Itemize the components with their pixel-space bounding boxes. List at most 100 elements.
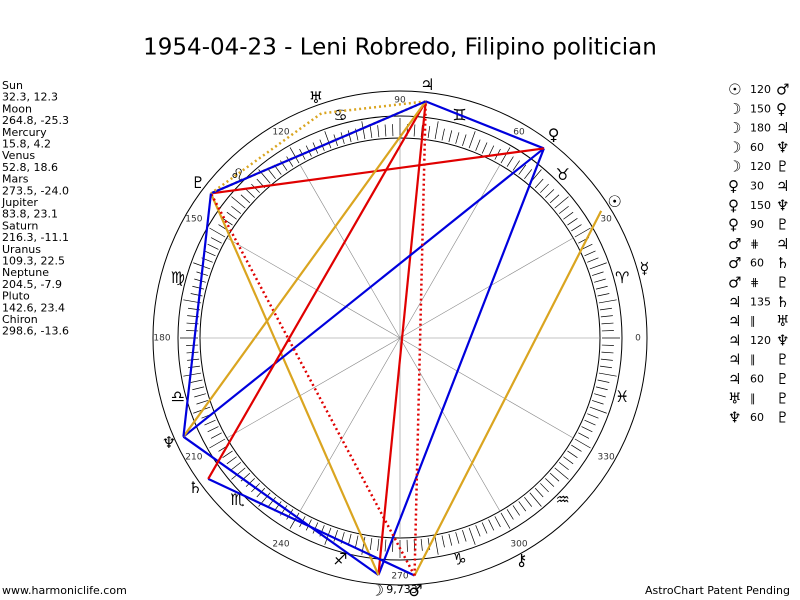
planet-coords: 52.8, 18.6	[2, 161, 58, 174]
ring-tick	[599, 307, 612, 311]
sign-glyph: ♎	[171, 387, 185, 406]
sign-glyph: ♑	[452, 550, 466, 569]
ring-tick	[231, 205, 242, 214]
aspect-line	[413, 210, 603, 577]
ring-tick	[584, 250, 596, 257]
spoke	[226, 237, 401, 339]
sign-glyph: ♐	[333, 550, 347, 569]
ring-tick	[448, 533, 453, 546]
planet-name: Jupiter	[1, 196, 38, 209]
planet-glyph: ☉	[608, 192, 622, 211]
ring-tick	[190, 379, 203, 383]
ring-tick	[267, 496, 276, 507]
ring-tick	[592, 271, 604, 276]
ring-tick	[377, 538, 380, 551]
planet-coords: 264.8, -25.3	[2, 114, 69, 127]
aspect-label: 120	[750, 83, 771, 96]
planet-name: Moon	[2, 102, 32, 115]
ring-tick	[204, 419, 216, 426]
aspect-to: ♄	[776, 254, 789, 272]
planet-coords: 109.3, 22.5	[2, 255, 65, 268]
aspect-label: 120	[750, 334, 771, 347]
aspect-to: ♅	[776, 312, 789, 330]
ring-tick	[210, 432, 222, 439]
planet-coords: 216.3, -11.1	[2, 231, 69, 244]
ring-tick	[384, 539, 387, 552]
ring-tick	[567, 218, 578, 226]
ring-tick	[518, 501, 527, 512]
ring-tick	[420, 538, 423, 551]
aspect-line	[210, 100, 427, 195]
ring-tick	[286, 156, 294, 167]
ring-tick	[592, 400, 604, 405]
ring-tick	[554, 196, 569, 209]
aspect-from: ♀	[728, 177, 739, 195]
ring-tick	[500, 147, 511, 164]
sign-glyph: ♍	[171, 268, 185, 287]
aspect-line	[182, 147, 545, 438]
ring-tick	[594, 278, 606, 283]
degree-label: 240	[272, 540, 289, 550]
planet-coords: 15.8, 4.2	[2, 138, 51, 151]
aspect-from: ☽	[728, 158, 741, 176]
ring-tick	[192, 386, 205, 391]
ring-tick	[240, 194, 251, 204]
aspect-to: ♃	[776, 177, 789, 195]
ring-tick	[377, 125, 380, 138]
ring-tick	[578, 432, 590, 439]
planet-glyph: ⚷	[516, 551, 528, 570]
ring-tick	[468, 527, 476, 545]
aspect-label: ⋕	[750, 276, 759, 289]
ring-tick	[183, 372, 202, 377]
ring-tick	[529, 492, 542, 507]
ring-tick	[488, 519, 495, 531]
ring-tick	[506, 156, 514, 167]
ring-tick	[574, 438, 591, 449]
degree-label: 30	[600, 215, 612, 225]
planet-coords: 142.6, 23.4	[2, 301, 65, 314]
planet-glyph: ♇	[191, 173, 205, 192]
ring-tick	[589, 262, 607, 270]
ring-tick	[540, 483, 549, 493]
ring-tick	[558, 462, 569, 471]
ring-tick	[500, 512, 511, 529]
aspect-from: ☽	[728, 119, 741, 137]
ring-tick	[545, 478, 555, 487]
aspect-from: ♂	[728, 235, 741, 253]
sign-glyph: ♓	[615, 387, 629, 406]
ring-tick	[289, 147, 300, 164]
ring-tick	[597, 379, 610, 383]
aspect-label: ∥	[750, 315, 756, 328]
aspect-label: ∥	[750, 392, 756, 405]
ring-tick	[226, 211, 237, 220]
ring-tick	[369, 537, 373, 550]
planet-name: Mars	[2, 173, 29, 186]
aspect-line	[182, 100, 427, 438]
planet-name: Sun	[2, 79, 23, 92]
ring-tick	[549, 194, 560, 204]
ring-tick	[563, 456, 574, 465]
aspect-from: ☽	[728, 100, 741, 118]
ring-tick	[587, 413, 599, 419]
ring-tick	[231, 462, 242, 471]
ring-tick	[361, 121, 366, 140]
aspect-from: ♀	[728, 216, 739, 234]
aspect-from: ♆	[728, 409, 741, 427]
planet-coords: 273.5, -24.0	[2, 184, 69, 197]
ring-tick	[512, 160, 520, 171]
aspect-label: 90	[750, 218, 764, 231]
degree-label: 60	[513, 127, 525, 137]
ring-tick	[595, 285, 608, 290]
ring-tick	[441, 128, 445, 141]
spoke	[299, 337, 401, 512]
ring-tick	[455, 532, 460, 544]
ring-tick	[188, 365, 201, 369]
sign-glyph: ♒	[555, 490, 569, 509]
ring-tick	[481, 142, 488, 154]
ring-tick	[558, 205, 569, 214]
ring-tick	[207, 426, 219, 433]
ring-tick	[581, 426, 593, 433]
ring-tick	[434, 536, 439, 555]
ring-tick	[549, 472, 560, 482]
ring-tick	[427, 126, 431, 139]
